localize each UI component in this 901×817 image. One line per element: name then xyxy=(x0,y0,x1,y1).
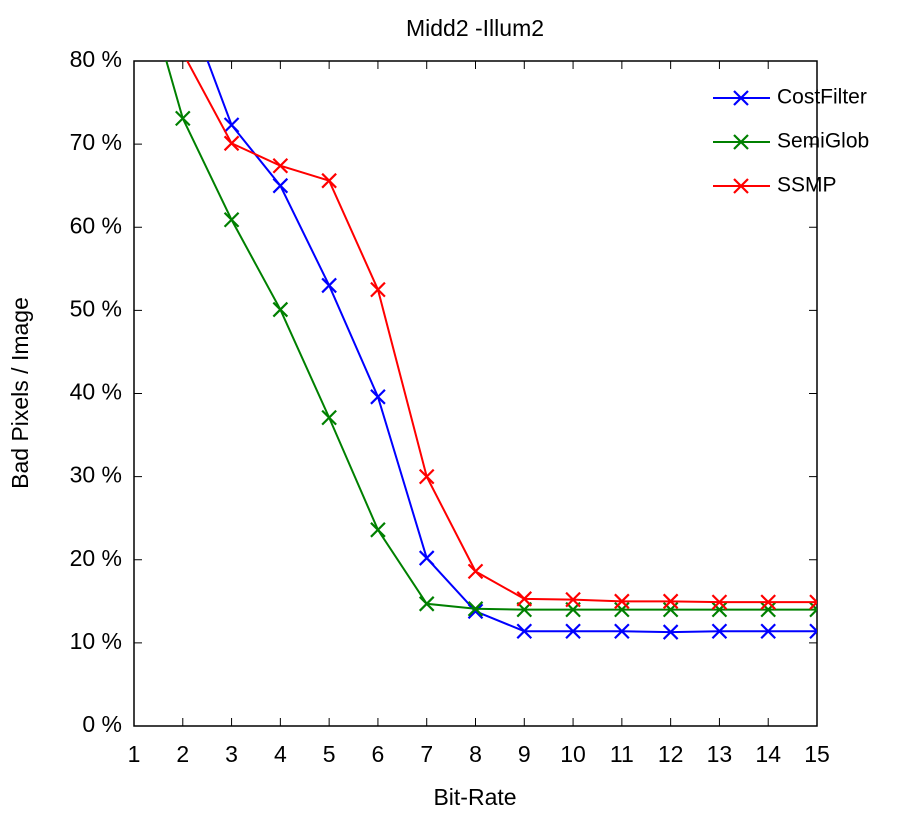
chart-title: Midd2 -Illum2 xyxy=(406,15,544,41)
x-tick-label: 12 xyxy=(658,741,684,767)
marker xyxy=(614,623,630,640)
marker xyxy=(760,623,776,640)
marker xyxy=(272,157,289,174)
x-tick-label: 13 xyxy=(707,741,733,767)
marker xyxy=(175,110,191,127)
marker xyxy=(418,596,435,612)
marker xyxy=(321,409,337,426)
y-tick-label: 80 % xyxy=(70,46,122,72)
marker xyxy=(662,624,679,640)
x-tick-label: 11 xyxy=(610,741,634,767)
marker xyxy=(467,563,484,580)
x-tick-label: 6 xyxy=(372,741,385,767)
x-tick-label: 9 xyxy=(518,741,531,767)
x-tick-label: 8 xyxy=(469,741,482,767)
legend-marker xyxy=(733,178,749,194)
y-tick-label: 40 % xyxy=(70,379,122,405)
marker xyxy=(760,601,776,618)
marker xyxy=(516,623,533,640)
marker xyxy=(760,594,776,610)
x-tick-label: 2 xyxy=(176,741,189,767)
plot-area xyxy=(165,0,817,640)
marker xyxy=(176,0,190,2)
marker xyxy=(418,468,435,485)
y-axis-label: Bad Pixels / Image xyxy=(7,297,33,489)
marker xyxy=(370,281,386,298)
legend-label: SemiGlob xyxy=(777,130,869,153)
y-tick-label: 60 % xyxy=(70,212,122,238)
marker xyxy=(467,601,484,617)
marker xyxy=(809,594,817,610)
x-axis-label: Bit-Rate xyxy=(433,784,516,810)
marker xyxy=(809,623,817,640)
marker xyxy=(516,591,533,607)
marker xyxy=(370,522,386,538)
marker xyxy=(321,172,337,189)
marker xyxy=(223,211,240,228)
series-line xyxy=(206,61,817,634)
legend-label: CostFilter xyxy=(777,86,867,109)
x-tick-label: 10 xyxy=(560,741,586,767)
legend-label: SSMP xyxy=(777,174,837,197)
y-tick-label: 10 % xyxy=(70,628,122,654)
marker xyxy=(467,603,484,620)
marker xyxy=(272,177,289,194)
x-tick-label: 15 xyxy=(804,741,830,767)
x-tick-label: 3 xyxy=(225,741,238,767)
x-tick-label: 14 xyxy=(755,741,781,767)
y-tick-label: 30 % xyxy=(70,462,122,488)
marker xyxy=(272,301,289,318)
y-tick-label: 70 % xyxy=(70,129,122,155)
y-tick-label: 50 % xyxy=(70,295,122,321)
marker xyxy=(565,591,581,608)
y-tick-label: 0 % xyxy=(82,711,122,737)
marker xyxy=(321,277,337,294)
marker xyxy=(711,623,728,640)
marker xyxy=(176,46,190,60)
marker xyxy=(370,389,386,405)
legend-marker xyxy=(733,90,749,106)
marker xyxy=(662,593,679,610)
series-line xyxy=(186,61,817,604)
x-tick-label: 4 xyxy=(274,741,287,767)
marker xyxy=(711,594,728,610)
marker xyxy=(809,601,817,618)
marker xyxy=(614,593,630,610)
x-tick-label: 7 xyxy=(420,741,433,767)
marker xyxy=(711,601,728,618)
marker xyxy=(418,550,435,566)
legend-marker xyxy=(733,134,749,150)
x-tick-label: 5 xyxy=(323,741,336,767)
marker xyxy=(223,117,240,133)
series-line xyxy=(165,61,817,611)
marker xyxy=(223,135,240,152)
x-tick-label: 1 xyxy=(128,741,141,767)
marker xyxy=(565,623,581,640)
y-tick-label: 20 % xyxy=(70,545,122,571)
